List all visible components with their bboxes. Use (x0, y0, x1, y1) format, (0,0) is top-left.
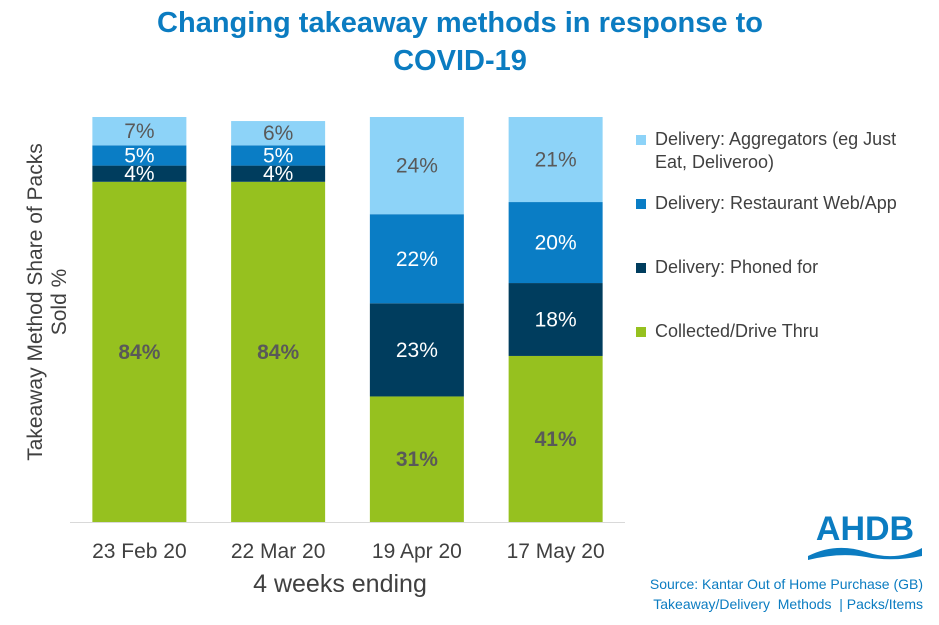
data-label: 5% (263, 144, 293, 167)
data-label: 24% (396, 155, 438, 178)
bar-segment (369, 303, 464, 397)
bar-segment (231, 181, 326, 523)
bar-segment (369, 396, 464, 522)
data-label: 22% (396, 248, 438, 271)
ahdb-logo: AHDB (808, 510, 922, 560)
bar-segment (92, 165, 187, 182)
data-label: 6% (263, 122, 293, 145)
legend-swatch (636, 135, 646, 145)
data-label: 4% (124, 163, 154, 186)
bar-segment (92, 145, 187, 166)
legend: Delivery: Aggregators (eg Just Eat, Deli… (636, 128, 916, 343)
data-label: 41% (535, 428, 577, 451)
bar-segment (92, 181, 187, 523)
data-label: 20% (535, 232, 577, 255)
legend-swatch (636, 263, 646, 273)
x-axis-label: 4 weeks ending (253, 570, 427, 598)
bar-segment (231, 165, 326, 182)
data-label: 7% (124, 120, 154, 143)
bar-segment (231, 121, 326, 146)
data-label: 5% (124, 144, 154, 167)
data-label: 31% (396, 448, 438, 471)
x-tick-label: 23 Feb 20 (92, 540, 187, 563)
data-label: 4% (263, 163, 293, 186)
bar-segment (92, 117, 187, 146)
title-line-2: COVID-19 (393, 45, 527, 77)
bar-segment (508, 202, 603, 284)
legend-item-restaurant: Delivery: Restaurant Web/App (636, 192, 916, 256)
svg-text:AHDB: AHDB (816, 510, 914, 548)
x-tick-label: 17 May 20 (507, 540, 605, 563)
bar-segment (508, 117, 603, 203)
legend-label: Delivery: Aggregators (eg Just Eat, Deli… (655, 129, 897, 172)
source-note: Source: Kantar Out of Home Purchase (GB)… (650, 574, 923, 614)
data-label: 84% (118, 341, 160, 364)
bar-segment (508, 355, 603, 522)
bar-segment (369, 214, 464, 304)
source-line-2: Takeaway/Delivery Methods | Packs/Items (653, 596, 923, 612)
legend-swatch (636, 199, 646, 209)
legend-swatch (636, 327, 646, 337)
data-label: 23% (396, 339, 438, 362)
y-axis-label: Takeaway Method Share of Packs Sold % (24, 143, 71, 461)
data-label: 84% (257, 341, 299, 364)
x-tick-label: 19 Apr 20 (372, 540, 462, 563)
legend-item-collected: Collected/Drive Thru (636, 320, 916, 343)
bar-segment (369, 117, 464, 215)
bar-segment (231, 145, 326, 166)
legend-item-phoned: Delivery: Phoned for (636, 256, 916, 320)
data-label: 21% (535, 149, 577, 172)
source-line-1: Source: Kantar Out of Home Purchase (GB) (649, 576, 923, 592)
bar-segment (508, 283, 603, 356)
data-label: 18% (535, 309, 577, 332)
legend-label: Delivery: Phoned for (655, 257, 819, 277)
x-tick-label: 22 Mar 20 (231, 540, 326, 563)
legend-item-aggregators: Delivery: Aggregators (eg Just Eat, Deli… (636, 128, 916, 192)
legend-label: Delivery: Restaurant Web/App (655, 193, 897, 213)
title-line-1: Changing takeaway methods in response to (157, 7, 763, 39)
legend-label: Collected/Drive Thru (655, 321, 819, 341)
chart-title: Changing takeaway methods in response to… (60, 4, 860, 80)
